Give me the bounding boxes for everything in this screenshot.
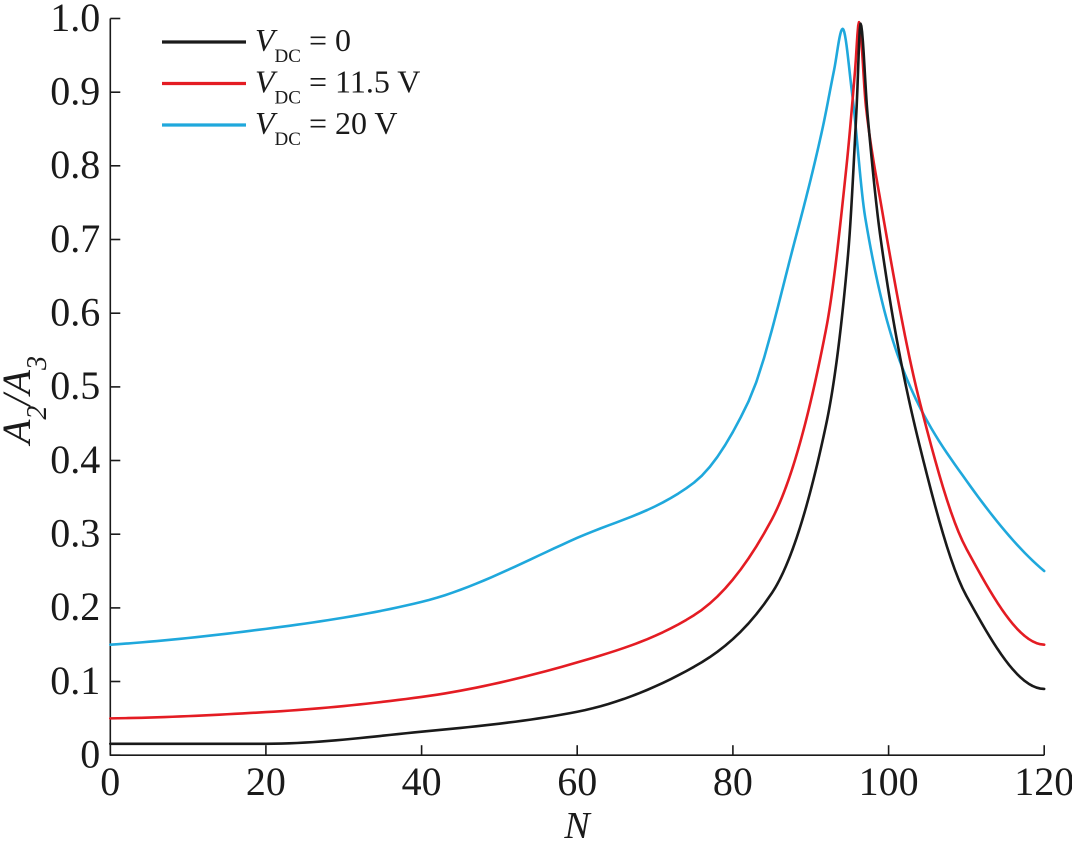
- svg-text:0: 0: [80, 732, 100, 777]
- svg-text:0.9: 0.9: [50, 69, 100, 114]
- svg-text:20: 20: [246, 759, 286, 804]
- svg-text:0.7: 0.7: [50, 216, 100, 261]
- svg-text:0.6: 0.6: [50, 290, 100, 335]
- svg-text:A2/A3: A2/A3: [0, 356, 53, 447]
- svg-text:0.8: 0.8: [50, 142, 100, 187]
- svg-text:VDC = 11.5 V: VDC = 11.5 V: [255, 64, 420, 109]
- svg-text:0.4: 0.4: [50, 437, 100, 482]
- svg-text:0: 0: [100, 759, 120, 804]
- svg-text:0.2: 0.2: [50, 584, 100, 629]
- svg-text:0.3: 0.3: [50, 511, 100, 556]
- svg-text:40: 40: [402, 759, 442, 804]
- svg-text:60: 60: [557, 759, 597, 804]
- svg-text:100: 100: [859, 759, 919, 804]
- svg-text:80: 80: [713, 759, 753, 804]
- svg-text:120: 120: [1014, 759, 1072, 804]
- svg-text:0.1: 0.1: [50, 658, 100, 703]
- svg-text:1.0: 1.0: [50, 0, 100, 40]
- svg-text:VDC = 20 V: VDC = 20 V: [255, 105, 398, 150]
- svg-text:N: N: [563, 805, 592, 847]
- svg-text:0.5: 0.5: [50, 363, 100, 408]
- svg-text:VDC = 0: VDC = 0: [255, 22, 351, 67]
